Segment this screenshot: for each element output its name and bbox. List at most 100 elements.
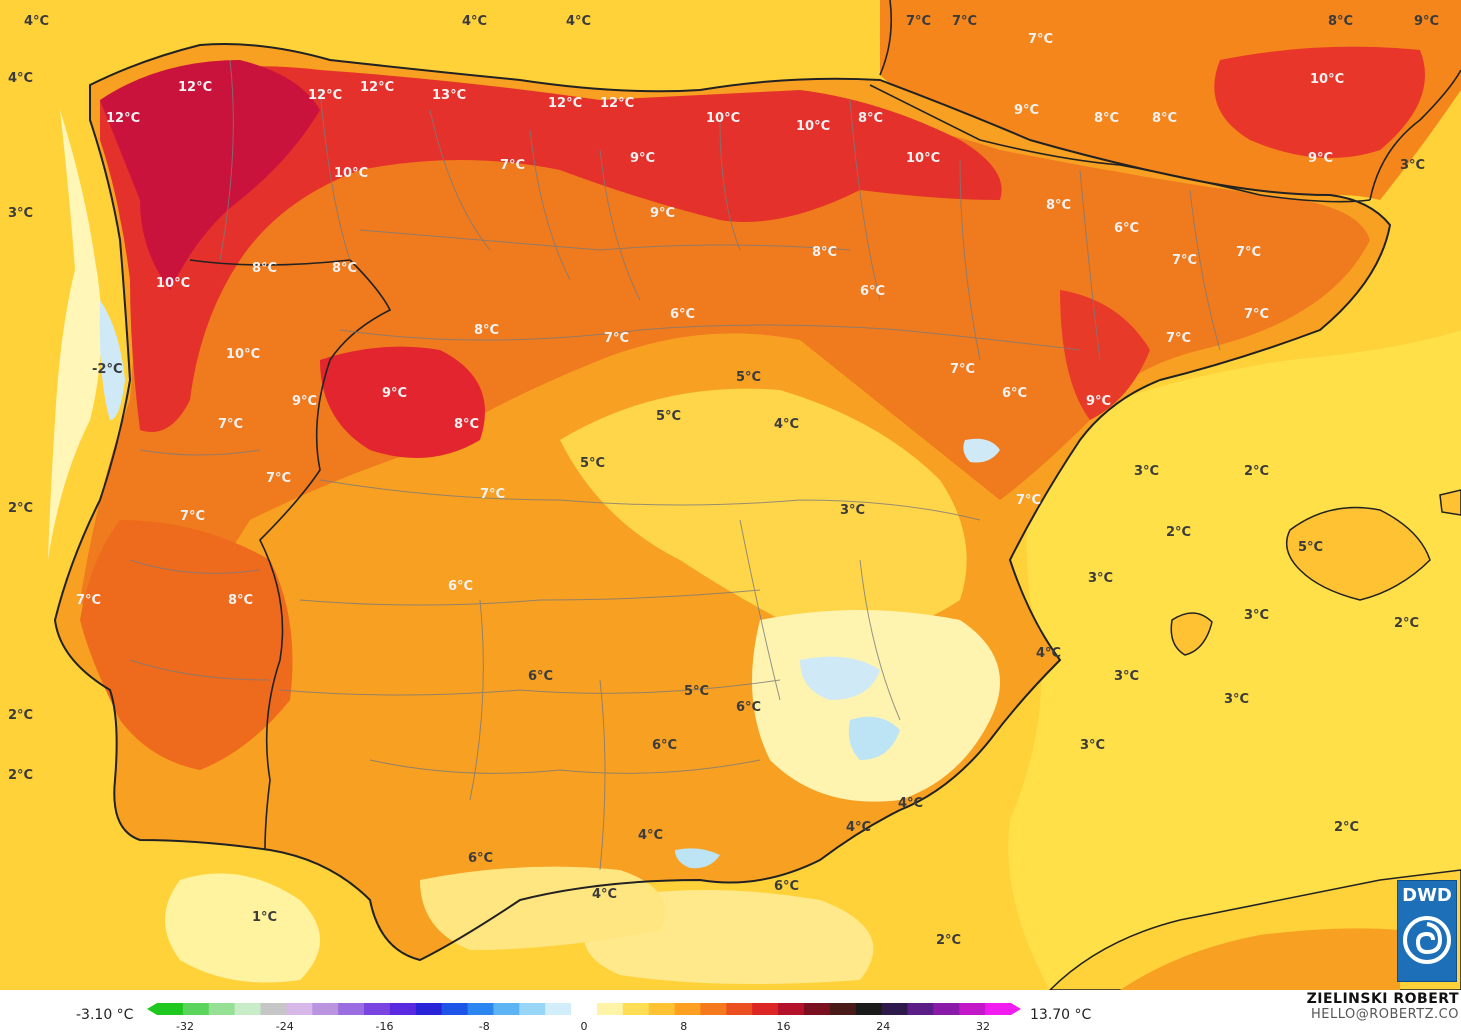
temp-label: 6°C xyxy=(860,284,885,299)
temp-label: 10°C xyxy=(796,119,830,134)
temp-label: 3°C xyxy=(1400,158,1425,173)
legend-color-swatch xyxy=(182,1003,210,1015)
legend-color-swatch xyxy=(441,1003,469,1015)
mallorca-island xyxy=(1285,506,1431,601)
temp-label: 10°C xyxy=(334,166,368,181)
temp-label: 4°C xyxy=(846,820,871,835)
temp-label: 3°C xyxy=(8,206,33,221)
temp-label: 6°C xyxy=(528,669,553,684)
temp-label: 6°C xyxy=(1114,221,1139,236)
cold-spot-granada xyxy=(675,848,720,869)
france-med-coast xyxy=(1369,69,1461,201)
mediterranean-light-zone xyxy=(1008,330,1461,990)
legend-ticks: -32 -24 -16 -8 0 8 16 24 32 xyxy=(176,1020,990,1032)
legend-color-swatch xyxy=(778,1003,805,1015)
legend-tick-label: -24 xyxy=(276,1020,294,1032)
temp-label: 7°C xyxy=(950,362,975,377)
legend-tick-label: 24 xyxy=(876,1020,890,1032)
temp-label: 5°C xyxy=(684,684,709,699)
southwest-warm-zone xyxy=(80,520,293,770)
temperature-map: 4°C 4°C 4°C 4°C 3°C 2°C 2°C 2°C 1°C 7°C … xyxy=(0,0,1461,990)
temp-label: 4°C xyxy=(8,71,33,86)
temp-label: 13°C xyxy=(432,88,466,103)
central-hot-zone xyxy=(320,346,485,458)
temp-label: 9°C xyxy=(630,151,655,166)
legend-color-swatch xyxy=(338,1003,365,1015)
legend-tick-label: 8 xyxy=(680,1020,687,1032)
legend-color-swatch xyxy=(803,1003,831,1015)
temp-label: 8°C xyxy=(1094,111,1119,126)
cold-spot-murcia xyxy=(800,656,880,700)
temp-label: 10°C xyxy=(706,111,740,126)
temp-label: 8°C xyxy=(454,417,479,432)
temp-label: 2°C xyxy=(1166,525,1191,540)
legend-color-swatch xyxy=(415,1003,443,1015)
temp-label: 8°C xyxy=(474,323,499,338)
temp-label: 9°C xyxy=(1414,14,1439,29)
france-hot-band xyxy=(1214,46,1425,158)
france-north-border xyxy=(879,0,893,76)
temp-label: 2°C xyxy=(8,768,33,783)
temp-label: 8°C xyxy=(228,593,253,608)
legend-color-swatch xyxy=(752,1003,779,1015)
temp-label: 12°C xyxy=(178,80,212,95)
swirl-icon xyxy=(1403,916,1451,964)
temp-label: 4°C xyxy=(592,887,617,902)
legend-color-swatch xyxy=(286,1003,313,1015)
temp-label: 12°C xyxy=(308,88,342,103)
temp-label: 7°C xyxy=(480,487,505,502)
temp-label: 10°C xyxy=(906,151,940,166)
temp-label: 4°C xyxy=(898,796,923,811)
temp-label: 4°C xyxy=(24,14,49,29)
temp-label: 6°C xyxy=(448,579,473,594)
temp-label: 12°C xyxy=(600,96,634,111)
meseta-cool-zone xyxy=(560,388,967,640)
temp-label: 8°C xyxy=(1328,14,1353,29)
legend-tick-label: -16 xyxy=(376,1020,394,1032)
legend-min-value: -3.10 °C xyxy=(76,1007,134,1023)
temp-label: 10°C xyxy=(226,347,260,362)
legend-color-swatch xyxy=(907,1003,934,1015)
temp-label: 7°C xyxy=(604,331,629,346)
temp-label: 9°C xyxy=(382,386,407,401)
temp-label: 9°C xyxy=(292,394,317,409)
temp-label: 7°C xyxy=(1166,331,1191,346)
temp-label: 6°C xyxy=(774,879,799,894)
legend-left-arrow xyxy=(147,1003,157,1015)
temp-label: 6°C xyxy=(670,307,695,322)
legend-color-swatch xyxy=(829,1003,857,1015)
temp-label: 7°C xyxy=(500,158,525,173)
temp-label: 3°C xyxy=(1080,738,1105,753)
legend-max-value: 13.70 °C xyxy=(1030,1007,1092,1023)
temp-label: 6°C xyxy=(652,738,677,753)
legend-tick-label: 0 xyxy=(581,1020,588,1032)
legend-color-swatch xyxy=(881,1003,908,1015)
temp-label: 12°C xyxy=(106,111,140,126)
temp-label: 6°C xyxy=(468,851,493,866)
legend-color-swatch xyxy=(700,1003,727,1015)
temp-label: 7°C xyxy=(1172,253,1197,268)
ibiza-island xyxy=(1170,612,1213,656)
legend-color-swatch xyxy=(208,1003,236,1015)
ebro-hot-zone xyxy=(1060,290,1150,420)
temp-label: 5°C xyxy=(656,409,681,424)
temp-label: 3°C xyxy=(1244,608,1269,623)
legend-color-swatch xyxy=(234,1003,262,1015)
author-credit: ZIELINSKI ROBERT HELLO@ROBERTZ.CO xyxy=(1307,991,1459,1022)
temp-label: 12°C xyxy=(548,96,582,111)
temp-label: 1°C xyxy=(252,910,277,925)
legend-color-swatch xyxy=(674,1003,701,1015)
gulf-cadiz-light xyxy=(165,873,320,983)
temp-label: 7°C xyxy=(76,593,101,608)
iberia-coastline xyxy=(53,43,1392,962)
temp-label: 8°C xyxy=(1046,198,1071,213)
temp-label: 10°C xyxy=(1310,72,1344,87)
temp-label: 2°C xyxy=(936,933,961,948)
legend-color-swatch xyxy=(260,1003,287,1015)
portugal-spain-border xyxy=(189,259,392,851)
legend-color-swatch xyxy=(933,1003,960,1015)
legend-tick-label: -32 xyxy=(176,1020,194,1032)
temp-label: 6°C xyxy=(736,700,761,715)
cold-spot-teruel xyxy=(963,438,1000,463)
temp-label: 5°C xyxy=(736,370,761,385)
